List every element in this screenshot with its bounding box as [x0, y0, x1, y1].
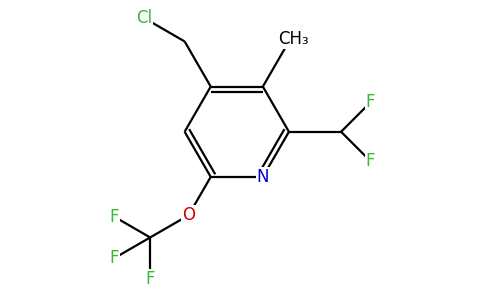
Text: F: F	[366, 152, 375, 170]
Text: Cl: Cl	[136, 9, 152, 27]
Text: CH₃: CH₃	[278, 30, 308, 48]
Text: F: F	[109, 208, 119, 226]
Text: F: F	[109, 249, 119, 267]
Text: F: F	[145, 270, 155, 288]
Text: N: N	[257, 168, 269, 186]
Text: O: O	[182, 206, 195, 224]
Text: F: F	[366, 93, 375, 111]
